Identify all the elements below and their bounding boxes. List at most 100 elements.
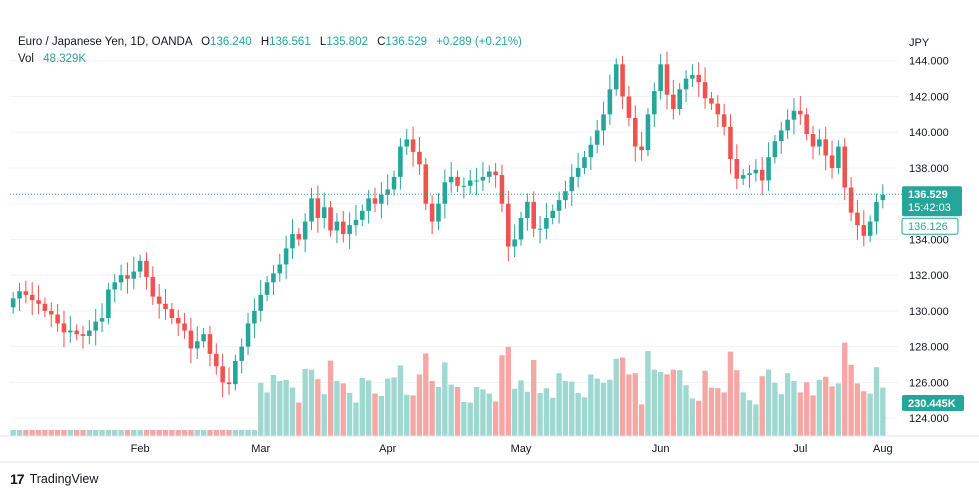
volume-bar <box>454 387 461 436</box>
candle-body <box>42 303 48 311</box>
volume-bar <box>613 358 619 436</box>
x-tick-label: Mar <box>251 443 270 455</box>
candle-body <box>258 294 264 311</box>
candle-body <box>664 64 670 95</box>
volume-bar <box>594 378 600 436</box>
x-tick-label: Feb <box>131 443 150 455</box>
volume-bar <box>600 382 607 436</box>
candle-body <box>137 260 143 272</box>
candle-body <box>506 203 511 247</box>
volume-bar <box>346 393 353 436</box>
candle-body <box>461 185 467 187</box>
volume-bar <box>23 430 29 436</box>
volume-bar <box>245 430 251 436</box>
candle-body <box>804 114 809 135</box>
volume-bar <box>169 430 175 436</box>
volume-bar <box>105 430 112 436</box>
candle-body <box>778 130 784 142</box>
candle-body <box>10 298 16 308</box>
volume-bar <box>391 377 397 436</box>
volume-bar <box>99 430 105 436</box>
candle-body <box>372 198 378 204</box>
candle-body <box>55 314 60 324</box>
volume-bar <box>435 387 442 436</box>
candle-body <box>582 157 587 168</box>
candle-body <box>340 221 346 235</box>
candle-body <box>347 225 352 235</box>
candle-body <box>214 353 219 367</box>
volume-bar <box>404 394 410 436</box>
candle-body <box>252 310 257 324</box>
tradingview-logo-icon: 17 <box>10 471 25 487</box>
volume-bar <box>467 402 473 436</box>
candle-body <box>334 221 340 231</box>
candle-body <box>658 64 663 92</box>
volume-bar <box>137 430 143 436</box>
volume-bar <box>651 369 657 436</box>
volume-bar <box>670 369 677 436</box>
candle-body <box>588 144 594 158</box>
volume-bar <box>194 430 200 436</box>
candle-body <box>163 303 168 310</box>
volume-bar <box>765 369 772 436</box>
volume-bar <box>86 430 93 436</box>
candle-body <box>429 203 435 222</box>
volume-bar <box>296 402 302 436</box>
volume-bar <box>569 381 575 436</box>
volume-bar <box>505 346 511 436</box>
volume-bar <box>73 430 80 436</box>
candle-body <box>563 191 568 201</box>
candle-body <box>436 203 441 222</box>
volume-bar <box>442 362 448 436</box>
volume-bar <box>797 392 803 436</box>
volume-bar <box>550 397 556 436</box>
last-price-label: 136.529 <box>908 189 948 201</box>
candle-body <box>683 78 689 90</box>
volume-bar <box>518 380 524 436</box>
volume-bar <box>486 393 492 436</box>
x-tick-label: Aug <box>873 443 893 455</box>
candle-body <box>93 321 98 331</box>
candle-body <box>474 180 479 182</box>
y-tick-label: 128.000 <box>909 342 949 354</box>
candle-body <box>150 276 156 297</box>
volume-bar <box>93 430 99 436</box>
candle-body <box>309 198 314 222</box>
tradingview-logo[interactable]: 17 TradingView <box>10 471 98 487</box>
candle-body <box>677 89 682 109</box>
candle-body <box>791 110 797 120</box>
candle-body <box>328 207 333 231</box>
candle-body <box>607 89 613 115</box>
volume-bar <box>270 375 277 436</box>
volume-bar <box>251 430 258 436</box>
candle-body <box>398 146 403 177</box>
volume-axis-label: 230.445K <box>908 398 956 410</box>
volume-bar <box>258 382 264 436</box>
candle-body <box>296 234 302 240</box>
candle-body <box>836 146 841 168</box>
volume-bar <box>524 391 531 436</box>
volume-bar <box>778 394 784 436</box>
volume-bar <box>200 430 207 436</box>
candle-body <box>302 221 308 240</box>
volume-bar <box>562 381 569 436</box>
tradingview-logo-text: TradingView <box>29 472 99 486</box>
candle-body <box>709 98 714 104</box>
volume-bar <box>861 391 867 436</box>
volume-bar <box>810 395 816 436</box>
volume-bar <box>823 376 829 436</box>
candle-body <box>696 75 702 83</box>
volume-bar <box>67 430 73 436</box>
volume-bar <box>16 430 23 436</box>
candle-body <box>175 318 181 324</box>
volume-bar <box>607 379 613 436</box>
candle-body <box>798 110 803 115</box>
candle-body <box>61 323 67 333</box>
volume-bar <box>61 430 67 436</box>
candle-body <box>671 94 676 109</box>
volume-bar <box>385 378 391 436</box>
volume-bar <box>803 382 810 436</box>
candle-body <box>652 91 657 115</box>
